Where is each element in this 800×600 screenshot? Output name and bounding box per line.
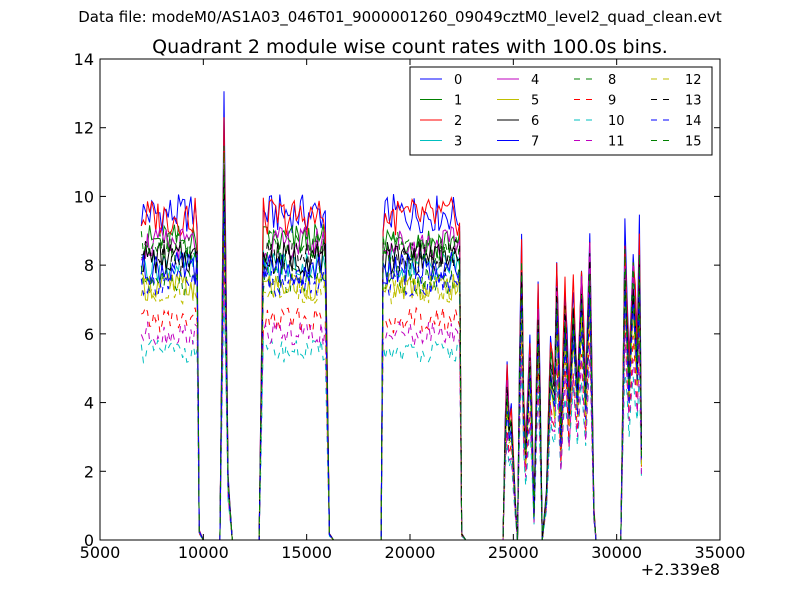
legend-label-0: 0 — [454, 73, 462, 88]
legend-label-3: 3 — [454, 135, 462, 150]
series-line-14 — [140, 204, 642, 540]
legend-label-4: 4 — [531, 73, 539, 88]
y-tick-label: 0 — [84, 531, 94, 550]
legend-label-2: 2 — [454, 114, 462, 129]
y-tick-label: 10 — [74, 187, 94, 206]
x-tick-label: 25000 — [488, 543, 539, 562]
legend-label-11: 11 — [608, 135, 625, 150]
legend-label-6: 6 — [531, 114, 539, 129]
x-tick-label: 5000 — [80, 543, 121, 562]
x-tick-label: 15000 — [281, 543, 332, 562]
legend-label-15: 15 — [685, 135, 702, 150]
y-tick-label: 2 — [84, 462, 94, 481]
series-line-2 — [140, 117, 642, 540]
series-line-9 — [141, 241, 642, 540]
figure-suptitle: Data file: modeM0/AS1A03_046T01_90000012… — [78, 8, 722, 26]
legend-label-12: 12 — [685, 73, 702, 88]
legend-box — [409, 66, 713, 156]
y-tick-label: 12 — [74, 119, 94, 138]
legend-label-10: 10 — [608, 114, 625, 129]
x-tick-label: 10000 — [178, 543, 229, 562]
x-tick-label: 20000 — [385, 543, 436, 562]
legend-label-7: 7 — [531, 135, 539, 150]
series-line-10 — [140, 289, 642, 540]
series-line-15 — [140, 145, 642, 540]
legend-label-1: 1 — [454, 94, 462, 109]
x-tick-label: 35000 — [695, 543, 746, 562]
x-tick-label: 30000 — [591, 543, 642, 562]
legend-label-5: 5 — [531, 94, 539, 109]
legend-label-9: 9 — [608, 94, 616, 109]
series-line-11 — [140, 266, 642, 540]
x-axis-offset-label: +2.339e8 — [640, 560, 720, 579]
y-tick-label: 14 — [74, 50, 94, 69]
legend-label-14: 14 — [685, 114, 702, 129]
legend-label-13: 13 — [685, 94, 702, 109]
chart-title: Quadrant 2 module wise count rates with … — [152, 36, 668, 58]
series-group — [140, 91, 642, 540]
y-tick-label: 6 — [84, 325, 94, 344]
legend-label-8: 8 — [608, 73, 616, 88]
y-tick-label: 8 — [84, 256, 94, 275]
y-tick-label: 4 — [84, 394, 94, 413]
